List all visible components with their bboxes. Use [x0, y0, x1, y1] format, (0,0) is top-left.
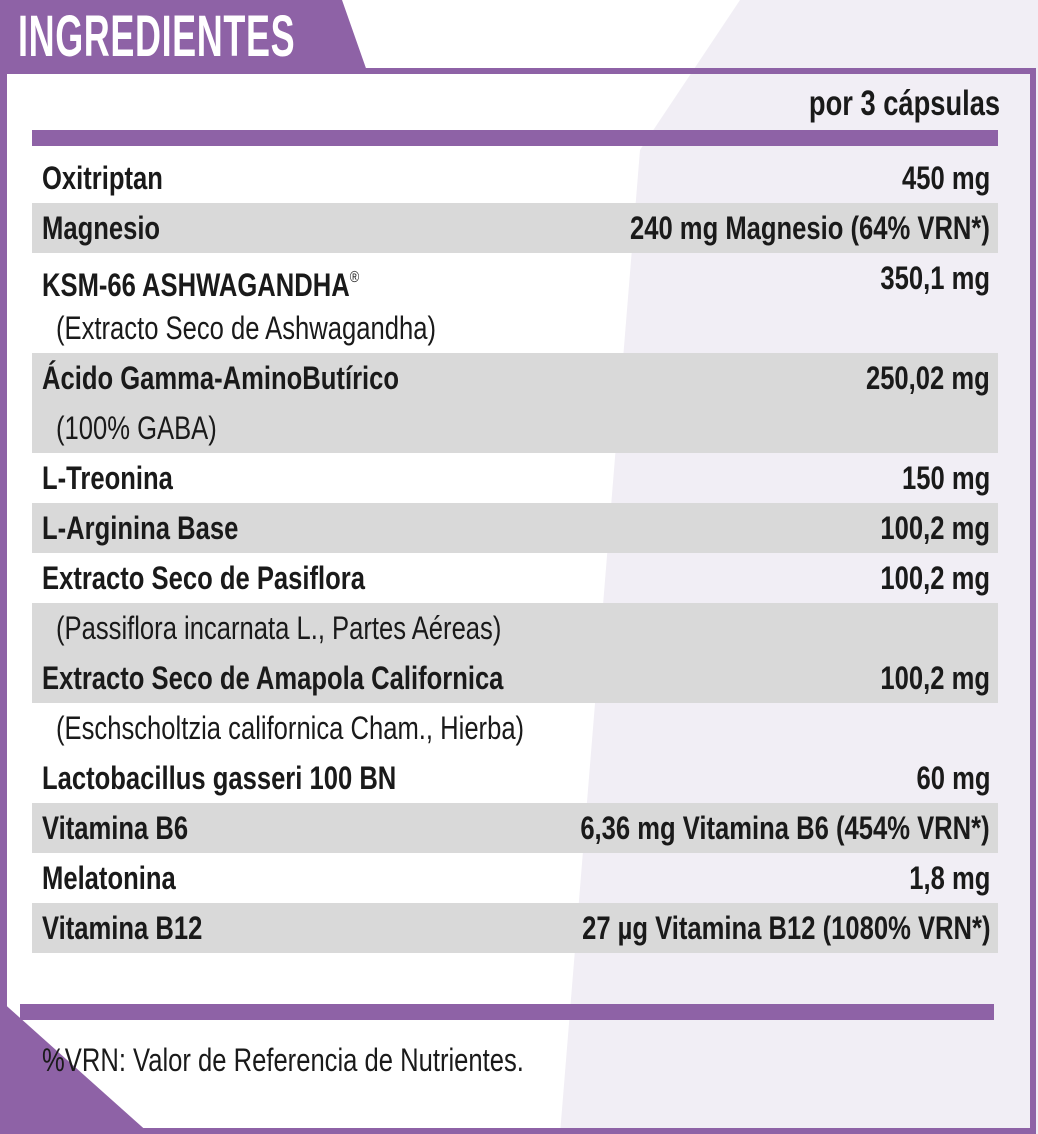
table-row-subtitle: (Passiflora incarnata L., Partes Aéreas) — [32, 603, 998, 653]
ingredient-description: (Extracto Seco de Ashwagandha) — [56, 310, 436, 346]
footnote: %VRN: Valor de Referencia de Nutrientes. — [42, 1042, 524, 1078]
table-row: Lactobacillus gasseri 100 BN 60 mg — [32, 753, 998, 803]
table-row-subtitle: (Extracto Seco de Ashwagandha) — [32, 303, 998, 353]
ingredient-name: Extracto Seco de Amapola Californica — [42, 660, 504, 696]
table-row: Extracto Seco de Pasiflora 100,2 mg — [32, 553, 998, 603]
ingredient-amount: 150 mg — [901, 460, 990, 496]
bottom-divider — [20, 1004, 994, 1020]
table-row: Melatonina 1,8 mg — [32, 853, 998, 903]
table-row: KSM-66 ASHWAGANDHA® 350,1 mg — [32, 253, 998, 303]
ingredient-name: L-Arginina Base — [42, 510, 239, 546]
table-row: Vitamina B6 6,36 mg Vitamina B6 (454% VR… — [32, 803, 998, 853]
ingredient-description: (100% GABA) — [56, 410, 217, 446]
registered-mark: ® — [349, 269, 360, 286]
ingredient-amount: 350,1 mg — [880, 260, 990, 296]
ingredient-amount: 60 mg — [916, 760, 990, 796]
ingredient-name: Extracto Seco de Pasiflora — [42, 560, 365, 596]
ingredient-amount: 240 mg Magnesio (64% VRN*) — [630, 210, 990, 246]
label-frame — [0, 68, 1036, 1134]
page-title: INGREDIENTES — [18, 4, 296, 69]
ingredient-amount: 100,2 mg — [880, 660, 990, 696]
title-tab: INGREDIENTES — [0, 0, 368, 74]
ingredient-name: Lactobacillus gasseri 100 BN — [42, 760, 397, 796]
ingredient-amount: 100,2 mg — [880, 510, 990, 546]
table-row: Vitamina B12 27 µg Vitamina B12 (1080% V… — [32, 903, 998, 953]
ingredient-name: KSM-66 ASHWAGANDHA® — [42, 253, 359, 310]
ingredient-name: Vitamina B12 — [42, 910, 203, 946]
ingredient-name: Magnesio — [42, 210, 161, 246]
ingredient-name: Melatonina — [42, 860, 176, 896]
ingredient-amount: 250,02 mg — [866, 360, 990, 396]
ingredient-amount: 1,8 mg — [908, 860, 990, 896]
ingredient-name-text: KSM-66 ASHWAGANDHA — [42, 267, 350, 303]
table-row: L-Arginina Base 100,2 mg — [32, 503, 998, 553]
ingredient-description: (Eschscholtzia californica Cham., Hierba… — [56, 710, 525, 746]
title-tab-shape — [0, 0, 368, 74]
ingredient-amount: 450 mg — [901, 160, 990, 196]
ingredient-description: (Passiflora incarnata L., Partes Aéreas) — [56, 610, 502, 646]
ingredient-name: Ácido Gamma-AminoButírico — [42, 360, 400, 396]
table-row: Oxitriptan 450 mg — [32, 153, 998, 203]
top-divider — [32, 130, 998, 146]
ingredient-amount: 27 µg Vitamina B12 (1080% VRN*) — [581, 910, 990, 946]
table-row: L-Treonina 150 mg — [32, 453, 998, 503]
ingredient-name: L-Treonina — [42, 460, 173, 496]
table-row: Extracto Seco de Amapola Californica 100… — [32, 653, 998, 703]
serving-size: por 3 cápsulas — [808, 84, 1000, 123]
table-row-subtitle: (100% GABA) — [32, 403, 998, 453]
ingredient-name: Oxitriptan — [42, 160, 163, 196]
table-row: Ácido Gamma-AminoButírico 250,02 mg — [32, 353, 998, 403]
ingredient-amount: 6,36 mg Vitamina B6 (454% VRN*) — [580, 810, 990, 846]
table-row-subtitle: (Eschscholtzia californica Cham., Hierba… — [32, 703, 998, 753]
table-row: Magnesio 240 mg Magnesio (64% VRN*) — [32, 203, 998, 253]
ingredient-name: Vitamina B6 — [42, 810, 189, 846]
ingredient-amount: 100,2 mg — [880, 560, 990, 596]
ingredients-table: Oxitriptan 450 mg Magnesio 240 mg Magnes… — [32, 153, 998, 953]
